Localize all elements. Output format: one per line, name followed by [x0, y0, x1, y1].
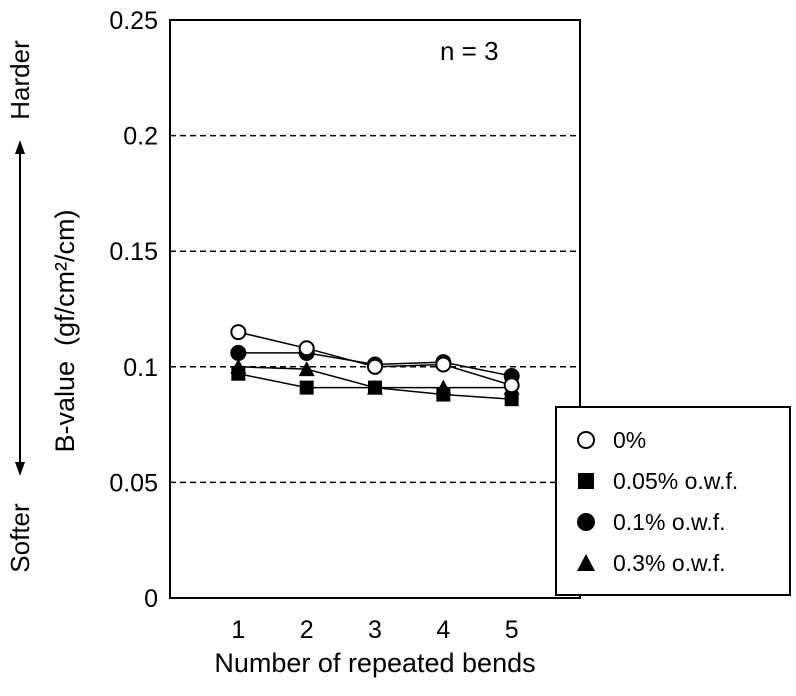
legend-item: 0.05% o.w.f. — [571, 466, 738, 496]
filled-triangle-icon — [571, 548, 601, 578]
open-circle-icon — [571, 425, 601, 455]
legend-label: 0.05% o.w.f. — [613, 467, 739, 494]
filled-circle-icon — [571, 507, 601, 537]
data-point — [435, 356, 452, 373]
y-tick-label: 0.1 — [123, 354, 158, 382]
data-point — [298, 340, 315, 357]
y-tick-label: 0.05 — [109, 469, 158, 497]
data-point — [299, 380, 314, 395]
y-tick-label: 0.25 — [109, 7, 158, 35]
arrow-up-head — [15, 140, 25, 154]
plot-frame — [169, 19, 581, 599]
legend-label: 0.1% o.w.f. — [613, 508, 726, 535]
sample-size-label: n = 3 — [440, 36, 499, 66]
legend: 0% 0.05% o.w.f. 0.1% o.w.f. 0.3% o.w.f. — [555, 406, 791, 596]
arrow-down-head — [15, 462, 25, 476]
grid — [170, 134, 580, 484]
series-layer — [230, 324, 520, 407]
data-point — [367, 358, 383, 375]
x-tick-label: 5 — [505, 616, 519, 644]
data-point — [367, 379, 383, 395]
data-point — [230, 324, 247, 341]
y-tick-label: 0.2 — [123, 123, 158, 151]
y-ticks: 0 0.05 0.1 0.15 0.2 0.25 — [109, 7, 158, 613]
y-axis-label: B-value — [50, 360, 80, 453]
direction-top-label: Harder — [5, 40, 35, 120]
y-axis-title: B-value (gf/cm²/cm) — [45, 161, 85, 501]
data-point — [298, 361, 315, 377]
x-tick-label: 4 — [436, 616, 450, 644]
x-tick-label: 2 — [300, 616, 314, 644]
legend-item: 0.3% o.w.f. — [571, 548, 726, 578]
y-axis-unit: (gf/cm²/cm) — [50, 209, 80, 346]
x-tick-label: 3 — [368, 616, 382, 644]
x-ticks: 1 2 3 4 5 — [231, 616, 518, 644]
data-point — [230, 358, 247, 374]
direction-bottom-label: Softer — [5, 503, 35, 573]
data-point — [435, 379, 452, 395]
legend-label: 0.3% o.w.f. — [613, 549, 726, 576]
legend-label: 0% — [613, 426, 647, 453]
data-point — [503, 377, 520, 394]
data-point — [230, 344, 247, 361]
legend-item: 0.1% o.w.f. — [571, 507, 726, 537]
y-tick-label: 0.15 — [109, 238, 158, 266]
x-axis-title: Number of repeated bends — [214, 648, 536, 678]
legend-item: 0% — [571, 425, 646, 455]
filled-square-icon — [571, 466, 601, 496]
y-tick-label: 0 — [144, 585, 158, 613]
x-tick-label: 1 — [231, 616, 245, 644]
data-point — [504, 392, 519, 407]
